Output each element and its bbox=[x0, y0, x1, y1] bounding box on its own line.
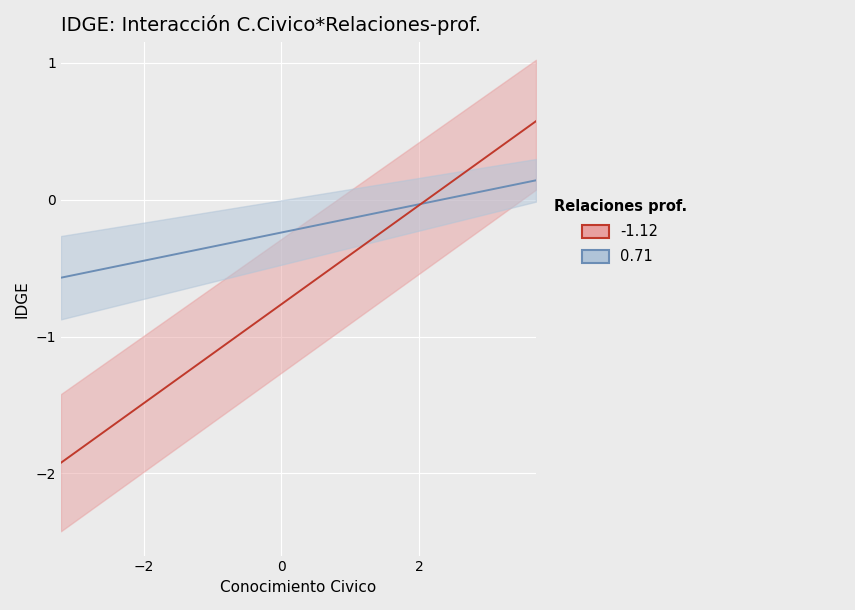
Text: IDGE: Interacción C.Civico*Relaciones-prof.: IDGE: Interacción C.Civico*Relaciones-pr… bbox=[61, 15, 481, 35]
X-axis label: Conocimiento Civico: Conocimiento Civico bbox=[221, 580, 376, 595]
Legend: -1.12, 0.71: -1.12, 0.71 bbox=[548, 193, 693, 270]
Y-axis label: IDGE: IDGE bbox=[15, 280, 30, 318]
